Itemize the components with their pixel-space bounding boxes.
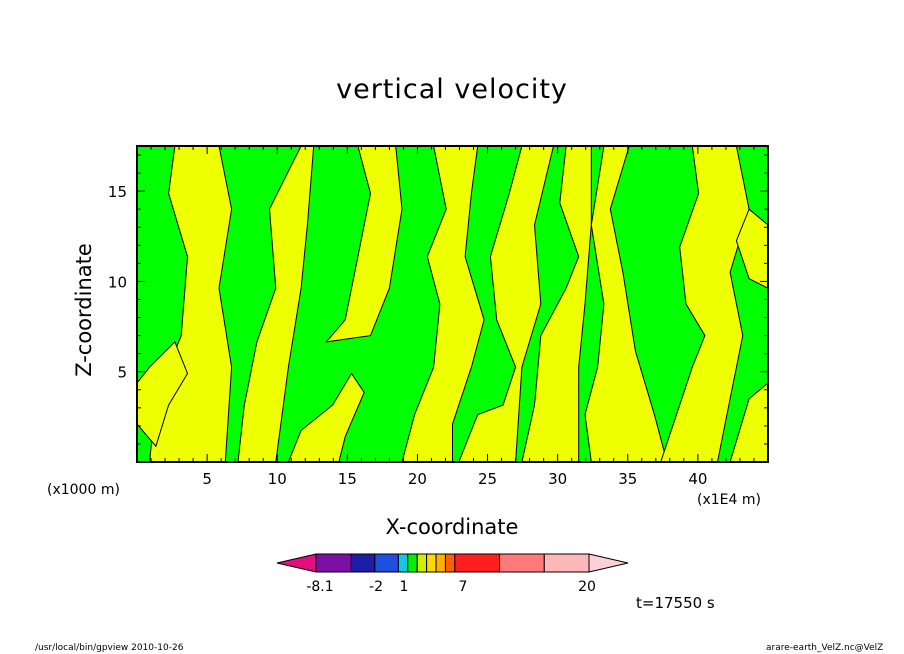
x-tick-label-15: 15	[338, 470, 357, 488]
colorbar-segment-4	[397, 553, 409, 573]
chart-title: vertical velocity	[336, 74, 568, 105]
colorbar-label-2: -2	[369, 579, 383, 595]
colorbar-segment-3	[374, 553, 399, 573]
x-tick-label-20: 20	[408, 470, 427, 488]
footer-source-label: /usr/local/bin/gpview 2010-10-26	[35, 643, 184, 653]
x-tick-label-30: 30	[548, 470, 567, 488]
y-tick-label-15: 15	[108, 183, 127, 201]
colorbar-segment-7	[426, 553, 437, 573]
colorbar-segment-11	[499, 553, 545, 573]
colorbar-segment-9	[444, 553, 456, 573]
colorbar-segment-6	[416, 553, 428, 573]
downward-region-7	[458, 145, 555, 463]
colorbar-high-extend	[588, 553, 629, 573]
colorbar-segment-2	[350, 553, 376, 573]
colorbar-segment-5	[407, 553, 418, 573]
time-label: t=17550 s	[636, 594, 715, 612]
x-unit-label: (x1000 m)	[47, 482, 120, 498]
y-tick-label-10: 10	[108, 273, 127, 291]
colorbar-low-extend	[276, 553, 317, 573]
colorbar-label-3: 1	[400, 579, 409, 595]
colorbar-label-4: 7	[459, 579, 468, 595]
y-axis-title: Z-coordinate	[72, 243, 96, 377]
plot-frame	[136, 145, 769, 463]
x-tick-label-25: 25	[478, 470, 497, 488]
colorbar-segment-10	[454, 553, 501, 573]
downward-region-4	[287, 372, 365, 463]
x-tick-label-35: 35	[618, 470, 637, 488]
colorbar-segment-8	[435, 553, 446, 573]
downward-region-3	[136, 341, 189, 448]
footer-file-label: arare-earth_VelZ.nc@VelZ	[766, 643, 884, 653]
colorbar-segment-1	[315, 553, 352, 573]
x-axis-title: X-coordinate	[385, 515, 519, 539]
x-tick-label-40: 40	[688, 470, 707, 488]
y-tick-label-5: 5	[117, 364, 127, 382]
x-tick-label-10: 10	[268, 470, 287, 488]
colorbar-label-5: 20	[578, 579, 596, 595]
colorbar-segment-12	[543, 553, 590, 573]
x-tick-label-5: 5	[202, 470, 212, 488]
x-unit-scale-label: (x1E4 m)	[697, 492, 761, 508]
colorbar-label-1: -8.1	[306, 579, 333, 595]
